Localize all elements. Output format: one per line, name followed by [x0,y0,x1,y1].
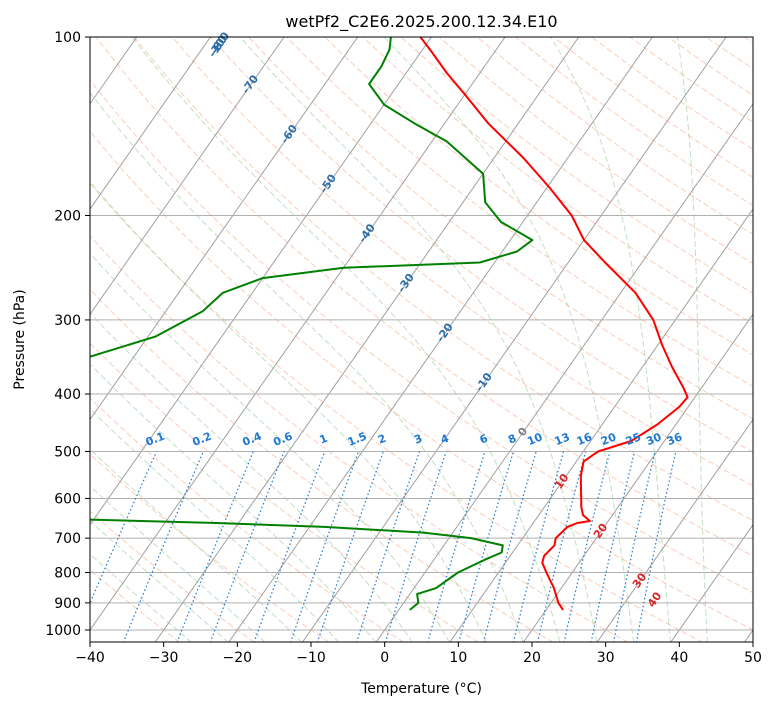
moist-adiabat-line [676,37,708,642]
dry-adiabat-line [90,79,753,594]
dry-adiabat-line [90,182,703,642]
x-tick-label: −20 [223,650,253,666]
y-axis-title: Pressure (hPa) [12,289,28,389]
x-tick-label: 10 [449,650,467,666]
dry-adiabat-line [133,37,753,522]
y-tick-label: 700 [54,531,81,547]
dewpoint-profile-line [90,37,534,611]
y-tick-label: 800 [54,566,81,582]
mixing-ratio-line [289,451,360,642]
y-tick-label: 600 [54,491,81,507]
isotherm-line [522,313,753,642]
isotherm-line [596,418,753,642]
moist-adiabat-line [550,37,671,642]
isotherm-line [154,37,580,642]
plot-area [90,37,753,642]
isotherm-line [90,37,285,316]
mixing-ratio-label: 36 [665,430,684,448]
mixing-ratio-label: 2 [376,432,388,447]
x-axis-title: Temperature (°C) [360,681,482,697]
dry-adiabat-line [248,37,753,420]
dry-adiabat-line [90,130,753,631]
x-tick-label: 30 [597,650,615,666]
moist-adiabat-line [90,180,487,642]
mixing-ratio-label: 13 [553,430,572,448]
mixing-ratio-line [458,451,515,642]
moist-adiabat-line [90,520,229,642]
x-tick-label: 50 [744,650,762,666]
x-tick-label: −40 [75,650,105,666]
isotherm-line [449,208,753,642]
mixing-ratio-line [176,451,254,642]
isotherm-line [228,37,653,642]
background-lines [90,37,753,642]
mixing-ratio-label: 1 [318,432,330,447]
mixing-ratio-line [209,451,285,642]
x-tick-label: 20 [523,650,541,666]
mixing-ratio-label: 16 [575,430,594,448]
isotherm-line [375,102,753,642]
dry-adiabat-line [90,342,479,642]
moist-adiabat-line [90,408,340,642]
dry-adiabat-line [90,288,554,642]
mixing-ratio-line [316,451,384,642]
mixing-ratio-label: 30 [644,430,663,448]
y-tick-label: 200 [54,209,81,225]
mixing-ratio-line [253,451,326,642]
profile-lines [90,37,689,611]
mixing-ratio-line [356,451,421,642]
dry-adiabat-line [362,37,753,325]
moist-adiabat-line [239,37,598,642]
moist-adiabat-line [90,448,303,642]
mixing-ratio-label: 25 [624,430,643,448]
dry-adiabat-line [171,37,753,487]
moist-adiabat-line [90,363,377,642]
y-tick-label: 300 [54,313,81,329]
x-tick-label: 0 [380,650,389,666]
mixing-ratio-line [563,451,611,642]
dry-adiabat-line [90,569,181,642]
moist-adiabat-line [90,312,413,642]
isotherm-line [90,37,432,526]
mixing-ratio-label: 3 [412,432,424,447]
mixing-ratio-line [483,451,537,642]
moist-adiabat-line [90,553,192,642]
isotherm-line [670,523,753,642]
y-tick-label: 500 [54,444,81,460]
mixing-ratio-line [122,451,204,642]
plot-frame [89,36,754,643]
moist-adiabat-line [131,37,561,642]
mixing-ratio-line [90,451,158,605]
moist-adiabat-line [90,252,450,642]
moist-adiabat-line [383,37,635,642]
x-tick-label: −30 [149,650,179,666]
y-tick-label: 1000 [45,623,81,639]
isotherm-line [301,37,727,642]
mixing-ratio-label: 20 [599,430,618,448]
x-tick-label: −10 [296,650,326,666]
y-tick-label: 400 [54,387,81,403]
isotherm-line [90,37,506,631]
x-tick-label: 40 [670,650,688,666]
y-tick-label: 900 [54,596,81,612]
chart-title: wetPf2_C2E6.2025.200.12.34.E10 [285,12,557,32]
isotherm-line [90,37,211,210]
axes: −40 −30 −20 −10 0 10 20 30 40 50 100 200 300 400 500 60… [45,30,762,666]
temperature-profile-line [419,37,689,611]
mixing-ratio-line [427,451,486,642]
mixing-ratio-line [537,451,587,642]
mixing-ratio-label: 8 [506,432,518,447]
dry-adiabat-line [90,235,629,642]
mixing-ratio-line [384,451,447,642]
moist-adiabat-line [90,91,524,642]
dry-adiabat-line [95,37,753,557]
mixing-ratio-line [590,451,636,642]
dry-adiabat-line [286,37,753,388]
dry-adiabat-line [210,37,753,453]
mixing-ratio-line [512,451,565,642]
mixing-ratio-label: 10 [525,430,544,448]
y-tick-label: 100 [54,30,81,46]
